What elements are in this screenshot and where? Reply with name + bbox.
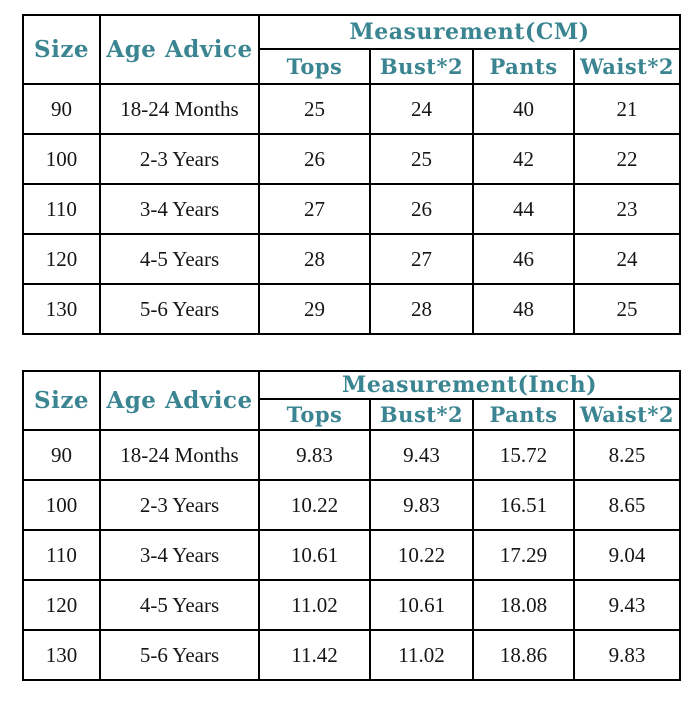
size-chart-page: Size Age Advice Measurement(CM) Tops Bus… — [0, 14, 700, 681]
col-header-age-advice: Age Advice — [99, 370, 260, 431]
col-header-waist: Waist*2 — [572, 398, 682, 431]
col-header-tops: Tops — [258, 48, 371, 85]
size-table-cm: Size Age Advice Measurement(CM) Tops Bus… — [22, 14, 681, 335]
size-cell: 100 — [22, 479, 101, 531]
pants-cell: 15.72 — [472, 429, 575, 481]
tops-cell: 29 — [258, 283, 371, 335]
pants-cell: 46 — [472, 233, 575, 285]
col-header-age-advice: Age Advice — [99, 14, 260, 85]
pants-cell: 48 — [472, 283, 575, 335]
table-row: 130 5-6 Years 11.42 11.02 18.86 9.83 — [22, 629, 682, 681]
size-cell: 110 — [22, 183, 101, 235]
age-cell: 2-3 Years — [99, 479, 260, 531]
table-row: 100 2-3 Years 26 25 42 22 — [22, 133, 681, 185]
bust-cell: 28 — [369, 283, 474, 335]
col-header-tops: Tops — [258, 398, 371, 431]
pants-cell: 42 — [472, 133, 575, 185]
waist-cell: 8.25 — [572, 429, 682, 481]
table-row: 110 3-4 Years 27 26 44 23 — [22, 183, 681, 235]
tops-cell: 10.61 — [258, 529, 371, 581]
bust-cell: 25 — [369, 133, 474, 185]
age-cell: 3-4 Years — [99, 183, 260, 235]
waist-cell: 9.43 — [572, 579, 682, 631]
size-cell: 90 — [22, 83, 101, 135]
size-cell: 130 — [22, 283, 101, 335]
pants-cell: 18.08 — [472, 579, 575, 631]
size-cell: 120 — [22, 579, 101, 631]
bust-cell: 27 — [369, 233, 474, 285]
tops-cell: 11.42 — [258, 629, 371, 681]
pants-cell: 17.29 — [472, 529, 575, 581]
size-table-inch: Size Age Advice Measurement(Inch) Tops B… — [22, 370, 682, 681]
size-cell: 120 — [22, 233, 101, 285]
size-cell: 130 — [22, 629, 101, 681]
bust-cell: 9.43 — [369, 429, 474, 481]
col-header-size: Size — [22, 370, 101, 431]
size-table-inch-header: Size Age Advice Measurement(Inch) Tops B… — [22, 370, 682, 431]
waist-cell: 22 — [573, 133, 681, 185]
tops-cell: 25 — [258, 83, 371, 135]
measurement-cm-header: Measurement(CM) — [258, 14, 681, 50]
col-header-size: Size — [22, 14, 101, 85]
waist-cell: 9.83 — [572, 629, 682, 681]
pants-cell: 44 — [472, 183, 575, 235]
pants-cell: 40 — [472, 83, 575, 135]
col-header-waist: Waist*2 — [573, 48, 681, 85]
bust-cell: 26 — [369, 183, 474, 235]
col-header-bust: Bust*2 — [369, 48, 474, 85]
age-cell: 2-3 Years — [99, 133, 260, 185]
tops-cell: 27 — [258, 183, 371, 235]
age-cell: 5-6 Years — [99, 283, 260, 335]
age-cell: 5-6 Years — [99, 629, 260, 681]
size-cell: 110 — [22, 529, 101, 581]
tops-cell: 26 — [258, 133, 371, 185]
col-header-pants: Pants — [472, 398, 575, 431]
age-cell: 18-24 Months — [99, 83, 260, 135]
bust-cell: 11.02 — [369, 629, 474, 681]
size-cell: 90 — [22, 429, 101, 481]
age-cell: 4-5 Years — [99, 233, 260, 285]
table-row: 120 4-5 Years 28 27 46 24 — [22, 233, 681, 285]
tops-cell: 11.02 — [258, 579, 371, 631]
col-header-bust: Bust*2 — [369, 398, 474, 431]
tops-cell: 28 — [258, 233, 371, 285]
waist-cell: 24 — [573, 233, 681, 285]
waist-cell: 25 — [573, 283, 681, 335]
table-row: 120 4-5 Years 11.02 10.61 18.08 9.43 — [22, 579, 682, 631]
waist-cell: 21 — [573, 83, 681, 135]
bust-cell: 9.83 — [369, 479, 474, 531]
age-cell: 4-5 Years — [99, 579, 260, 631]
tops-cell: 9.83 — [258, 429, 371, 481]
bust-cell: 24 — [369, 83, 474, 135]
size-table-cm-header: Size Age Advice Measurement(CM) Tops Bus… — [22, 14, 681, 85]
table-row: 130 5-6 Years 29 28 48 25 — [22, 283, 681, 335]
waist-cell: 23 — [573, 183, 681, 235]
col-header-pants: Pants — [472, 48, 575, 85]
table-row: 100 2-3 Years 10.22 9.83 16.51 8.65 — [22, 479, 682, 531]
bust-cell: 10.22 — [369, 529, 474, 581]
waist-cell: 8.65 — [572, 479, 682, 531]
table-row: 110 3-4 Years 10.61 10.22 17.29 9.04 — [22, 529, 682, 581]
measurement-inch-header: Measurement(Inch) — [257, 370, 682, 400]
waist-cell: 9.04 — [572, 529, 682, 581]
pants-cell: 16.51 — [472, 479, 575, 531]
age-cell: 3-4 Years — [99, 529, 260, 581]
pants-cell: 18.86 — [472, 629, 575, 681]
size-cell: 100 — [22, 133, 101, 185]
tops-cell: 10.22 — [258, 479, 371, 531]
table-row: 90 18-24 Months 25 24 40 21 — [22, 83, 681, 135]
bust-cell: 10.61 — [369, 579, 474, 631]
table-row: 90 18-24 Months 9.83 9.43 15.72 8.25 — [22, 429, 682, 481]
age-cell: 18-24 Months — [99, 429, 260, 481]
